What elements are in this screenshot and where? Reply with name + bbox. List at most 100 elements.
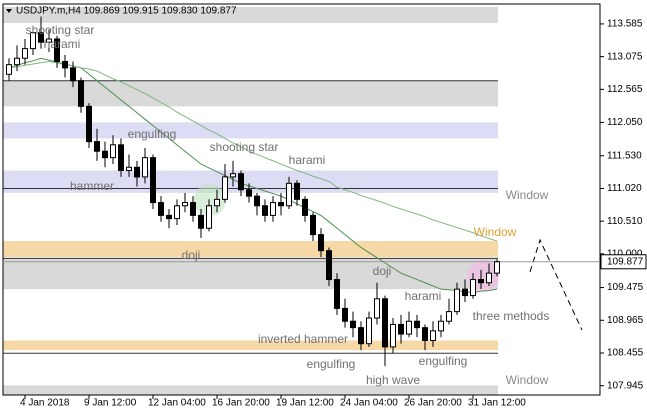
candle-body [86,105,92,143]
x-tick-label: 26 Jan 20:00 [404,398,462,409]
candle-body [254,195,260,207]
candle-body [342,307,348,322]
candle-body [166,214,172,220]
candle-body [22,48,28,59]
candle-body [222,176,228,200]
candle-body [398,323,404,335]
y-tick-label: 111.020 [607,183,642,194]
candle-body [150,157,156,204]
candle-body [446,311,452,322]
candle-body [366,317,372,345]
header: USDJPY.m,H4 109.869 109.915 109.830 109.… [16,6,237,17]
candle-body [294,182,300,200]
candle-body [406,320,412,335]
y-tick-label: 107.945 [607,380,644,391]
zone [3,80,498,107]
candle-body [30,32,36,50]
menu-arrow [6,9,12,13]
candle-body [126,166,132,171]
annotation: engulfing [307,357,356,371]
candle-body [214,198,220,207]
candle-body [38,32,44,43]
candle-body [174,205,180,220]
candle-body [310,214,316,236]
candle-body [70,67,76,82]
annotation: engulfing [419,354,468,368]
moving-average [8,60,498,242]
candle-body [262,205,268,216]
y-tick-label: 112.050 [607,117,643,128]
last-price-box [600,254,647,270]
annotation: doji [373,264,392,278]
candle-body [390,323,396,348]
x-tick-label: 24 Jan 04:00 [340,398,398,409]
zones [3,6,498,395]
candle-body [374,298,380,319]
zone [3,241,498,258]
candle-body [422,327,428,341]
y-tick-label: 110.000 [607,249,643,260]
x-tick-label: 9 Jan 12:00 [84,398,137,409]
candle-body [470,279,476,297]
zone [3,6,498,23]
candle-body [134,166,140,178]
annotation: inverted hammer [258,332,348,346]
candle-body [142,157,148,178]
candle-body [110,144,116,159]
annotation: engulfing [128,127,177,141]
annotation: harami [405,289,442,303]
annotation: shooting star [26,23,95,37]
candle-body [198,214,204,229]
x-tick-label: 4 Jan 2018 [20,398,70,409]
zone [3,385,498,395]
annotation: hammer [70,179,114,193]
candle-body [358,327,364,345]
zone [3,122,498,139]
y-tick-label: 112.565 [607,84,643,95]
y-tick-label: 111.530 [607,150,642,161]
candle-body [78,80,84,107]
x-tick-label: 19 Jan 12:00 [276,398,334,409]
last-price-label: 109.877 [607,256,644,267]
candle-body [102,150,108,159]
candle-body [438,320,444,332]
y-tick-label: 110.510 [607,216,643,227]
candle-body [158,202,164,216]
candle-body [14,57,20,66]
y-tick-label: 113.075 [607,51,643,62]
candle-body [302,198,308,216]
candle-body [62,60,68,69]
candle-body [54,38,60,62]
x-tick-label: 31 Jan 12:00 [468,398,526,409]
annotation: Window [474,225,517,239]
candle-body [6,64,12,75]
plot-frame [2,3,601,396]
candle-body [454,288,460,313]
candle-body [382,298,388,348]
x-tick-label: 12 Jan 04:00 [148,398,206,409]
annotation: doji [182,248,201,262]
candle-body [286,182,292,207]
highlight-circle [194,184,226,216]
annotation: three methods [473,309,550,323]
x-tick-label: 16 Jan 20:00 [212,398,270,409]
candle-body [206,205,212,229]
y-tick-label: 108.455 [607,348,644,359]
y-tick-label: 109.475 [607,282,644,293]
y-tick-label: 113.585 [607,19,643,30]
zone [3,340,498,351]
candle-body [326,250,332,281]
candle-body [118,144,124,171]
candle-body [350,320,356,329]
zone [3,170,498,193]
candle-body [270,202,276,216]
candle-body [486,272,492,284]
candle-body [334,279,340,309]
candle-body [430,330,436,341]
annotation: shooting star [210,140,279,154]
candle-body [414,320,420,329]
candle-body [94,141,100,152]
candle-body [246,189,252,197]
candle-body [238,173,244,191]
